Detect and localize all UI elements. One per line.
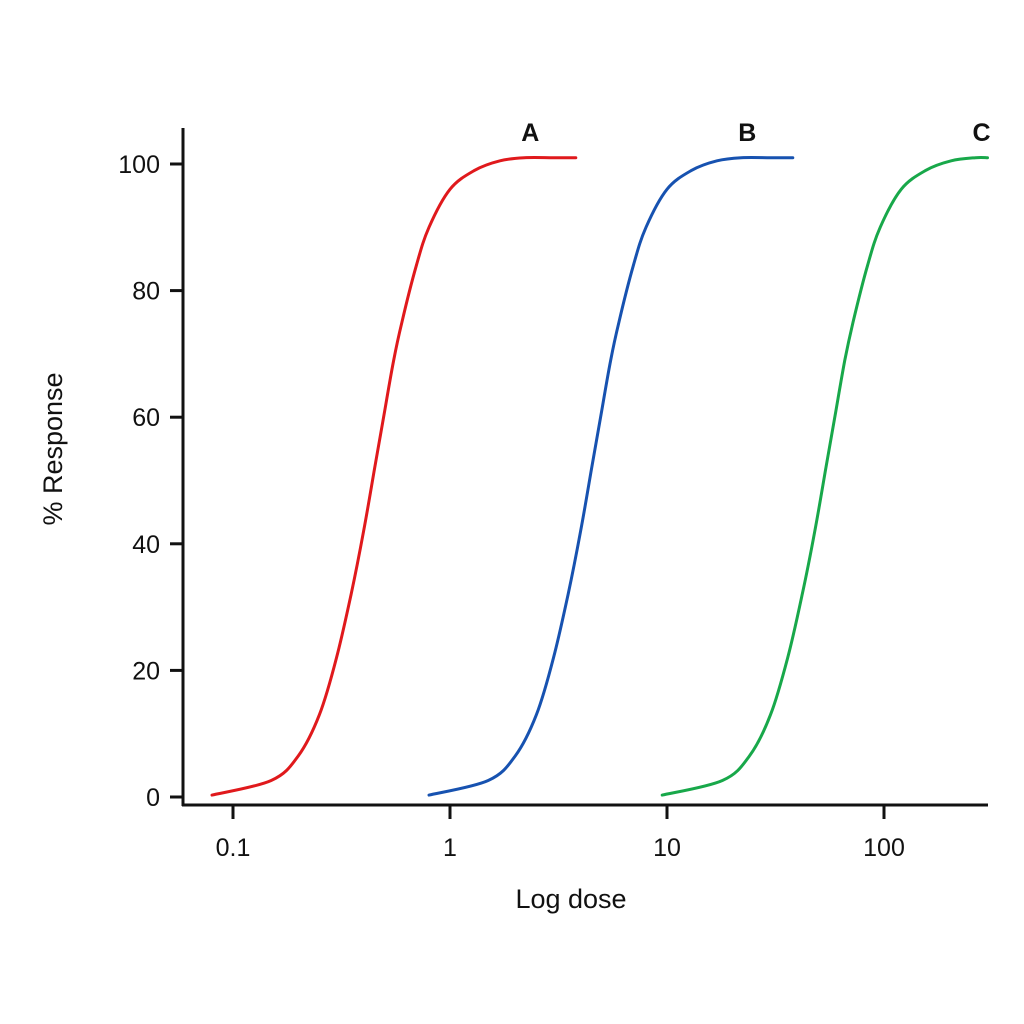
x-tick-label-1: 1 bbox=[443, 834, 457, 862]
y-tick-label-40: 40 bbox=[132, 531, 160, 559]
y-tick-label-100: 100 bbox=[118, 151, 160, 179]
x-axis-title: Log dose bbox=[515, 884, 626, 914]
series-curves bbox=[210, 155, 989, 797]
y-tick-label-0: 0 bbox=[146, 784, 160, 812]
y-ticks: 0 20 40 60 80 100 bbox=[118, 151, 184, 812]
series-label-a: A bbox=[521, 119, 539, 147]
x-ticks: 0.1 1 10 100 bbox=[216, 805, 905, 862]
series-labels: A B C bbox=[521, 119, 990, 147]
curve-a bbox=[210, 155, 578, 797]
series-label-c: C bbox=[972, 119, 990, 147]
x-tick-label-0.1: 0.1 bbox=[216, 834, 251, 862]
y-tick-label-60: 60 bbox=[132, 404, 160, 432]
y-tick-label-20: 20 bbox=[132, 657, 160, 685]
x-tick-label-10: 10 bbox=[653, 834, 681, 862]
x-tick-label-100: 100 bbox=[863, 834, 905, 862]
curve-b bbox=[427, 155, 795, 797]
series-label-b: B bbox=[738, 119, 756, 147]
axes bbox=[181, 128, 988, 807]
y-axis-title: % Response bbox=[38, 372, 68, 525]
y-tick-label-80: 80 bbox=[132, 278, 160, 306]
curve-c bbox=[660, 155, 989, 797]
